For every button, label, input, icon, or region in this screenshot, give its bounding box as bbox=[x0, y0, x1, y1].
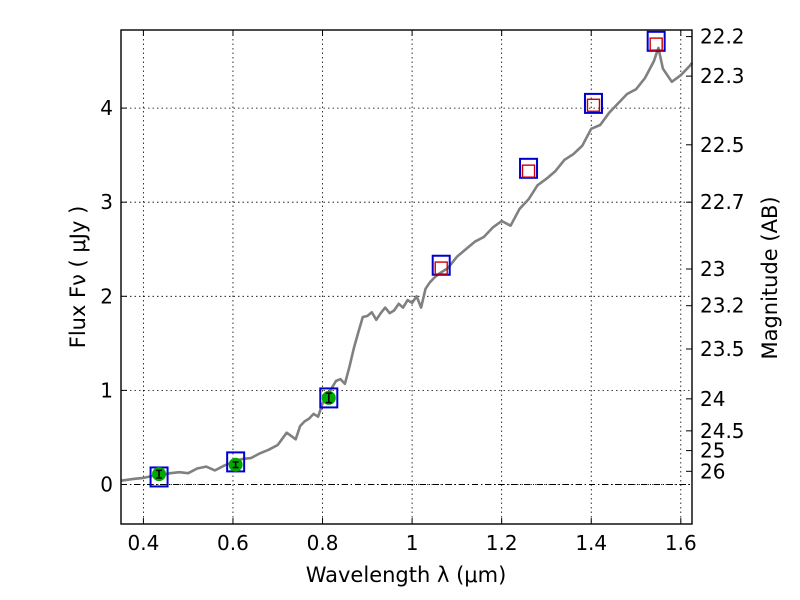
observed-photometry-series bbox=[152, 390, 336, 482]
y-tick-label: 3 bbox=[100, 190, 113, 214]
y-tick-label: 0 bbox=[100, 472, 113, 496]
plot-frame bbox=[120, 29, 693, 525]
x-tick-labels: 0.4 0.6 0.8 1 1.2 1.4 1.6 bbox=[127, 531, 696, 555]
x-tick-label: 0.8 bbox=[307, 531, 339, 555]
x-tick-label: 1.2 bbox=[486, 531, 518, 555]
y-tick-label: 2 bbox=[100, 284, 113, 308]
predicted-flux-square bbox=[434, 261, 448, 275]
magnitude-tick-label: 23 bbox=[700, 257, 725, 281]
y-tick-label: 4 bbox=[100, 96, 113, 120]
y-tick-labels: 0 1 2 3 4 bbox=[100, 96, 113, 496]
x-tick-label: 0.6 bbox=[217, 531, 249, 555]
magnitude-tick-label: 25 bbox=[700, 439, 725, 463]
model-spectrum-line bbox=[120, 46, 694, 482]
right-y-axis-label: Magnitude (AB) bbox=[758, 196, 782, 359]
model-photometry-series bbox=[149, 30, 666, 488]
magnitude-tick-label: 24 bbox=[700, 387, 725, 411]
model-photometry-square bbox=[583, 92, 603, 114]
axis-ticks bbox=[121, 30, 692, 524]
magnitude-tick-label: 26 bbox=[700, 459, 725, 483]
magnitude-tick-label: 22.3 bbox=[700, 64, 745, 88]
x-tick-label: 1.6 bbox=[665, 531, 697, 555]
predicted-flux-square bbox=[521, 164, 536, 178]
x-axis-label: Wavelength λ (μm) bbox=[306, 563, 507, 587]
y-tick-label: 1 bbox=[100, 378, 113, 402]
y-axis-label: Flux Fν ( μJy ) bbox=[66, 206, 90, 349]
x-tick-label: 1.4 bbox=[575, 531, 607, 555]
magnitude-tick-label: 23.2 bbox=[700, 294, 745, 318]
model-photometry-square bbox=[319, 387, 339, 409]
magnitude-tick-label: 22.2 bbox=[700, 25, 745, 49]
predicted-flux-series bbox=[434, 37, 663, 275]
magnitude-tick-label: 22.7 bbox=[700, 190, 745, 214]
x-tick-label: 0.4 bbox=[127, 531, 159, 555]
magnitude-tick-label: 22.5 bbox=[700, 133, 745, 157]
predicted-flux-square bbox=[586, 98, 601, 112]
x-tick-label: 1 bbox=[406, 531, 419, 555]
predicted-flux-square bbox=[649, 37, 663, 51]
magnitude-tick-label: 24.5 bbox=[700, 419, 745, 443]
magnitude-tick-label: 23.5 bbox=[700, 337, 745, 361]
